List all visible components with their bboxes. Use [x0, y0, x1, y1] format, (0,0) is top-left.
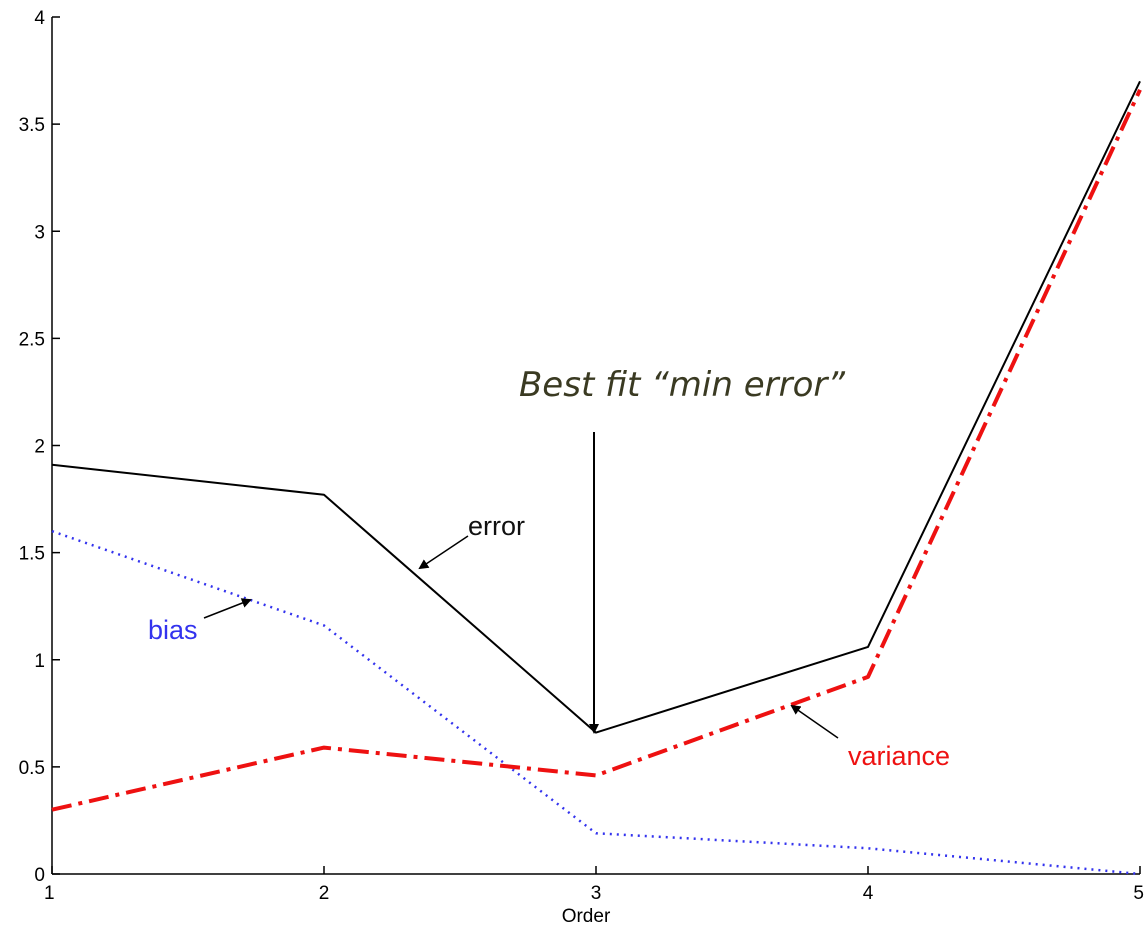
bias-annotation-label: bias	[148, 615, 198, 645]
y-tick-label: 2	[34, 437, 45, 458]
tick-labels: 0 0.5 1 1.5 2 2.5 3 3.5 4 1 2 3 4 5	[19, 8, 1144, 904]
y-tick-label: 2.5	[19, 329, 45, 350]
y-tick-label: 3	[34, 222, 45, 243]
x-axis-label: Order	[562, 906, 611, 927]
y-tick-label: 1	[34, 651, 45, 672]
bias-line	[51, 530, 1141, 876]
error-annotation-label: error	[468, 511, 525, 541]
x-tick-label: 2	[319, 883, 330, 904]
variance-line	[51, 89, 1142, 812]
x-tick-label: 3	[591, 883, 602, 904]
best-fit-callout: Best fit “min error”	[519, 365, 845, 405]
error-line	[51, 80, 1141, 734]
x-tick-label: 5	[1133, 883, 1144, 904]
y-tick-label: 3.5	[19, 115, 45, 136]
ticks	[51, 16, 1141, 875]
y-tick-label: 4	[34, 8, 45, 29]
variance-annotation-arrow	[790, 704, 839, 739]
error-annotation-arrow	[418, 535, 469, 570]
variance-annotation-label: variance	[848, 741, 950, 771]
y-tick-label: 0	[34, 865, 45, 886]
axes	[51, 17, 1140, 875]
series-lines	[51, 80, 1142, 876]
bias-annotation-arrow	[203, 598, 252, 619]
x-tick-label: 4	[863, 883, 874, 904]
y-tick-label: 1.5	[19, 544, 45, 565]
x-tick-label: 1	[44, 883, 55, 904]
y-tick-label: 0.5	[19, 758, 45, 779]
